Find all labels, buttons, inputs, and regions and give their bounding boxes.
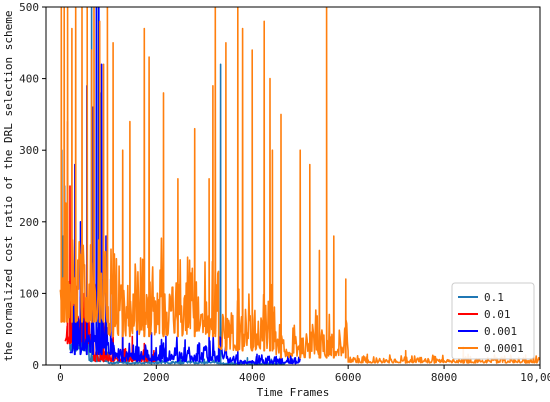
y-tick-label: 0: [32, 359, 39, 372]
legend-entry: 0.01: [484, 308, 511, 321]
plot-frame: [45, 6, 541, 366]
series-line-4: [59, 7, 540, 364]
x-tick-label: 2000: [143, 371, 170, 384]
y-tick-label: 200: [19, 216, 39, 229]
legend: 0.1 0.01 0.001 0.0001: [451, 282, 535, 360]
y-axis-label: the normalized cost ratio of the DRL sel…: [2, 11, 15, 362]
x-tick-label: 8000: [431, 371, 458, 384]
y-tick-label: 400: [19, 73, 39, 86]
legend-entry: 0.001: [484, 325, 517, 338]
x-tick-label: 10,000: [520, 371, 550, 384]
x-tick-label: 6000: [335, 371, 362, 384]
y-tick-label: 500: [19, 1, 39, 14]
x-tick-label: 0: [57, 371, 64, 384]
x-axis: 0 2000 4000 6000 8000 10,000: [57, 365, 550, 384]
y-tick-label: 100: [19, 287, 39, 300]
legend-entry: 0.0001: [484, 342, 524, 355]
x-axis-label: Time Frames: [257, 386, 330, 399]
y-tick-label: 300: [19, 144, 39, 157]
legend-entry: 0.1: [484, 291, 504, 304]
series-layer: [59, 7, 540, 365]
y-axis: 0 100 200 300 400 500: [19, 1, 46, 372]
legend-box: [451, 282, 535, 360]
x-tick-label: 4000: [239, 371, 266, 384]
